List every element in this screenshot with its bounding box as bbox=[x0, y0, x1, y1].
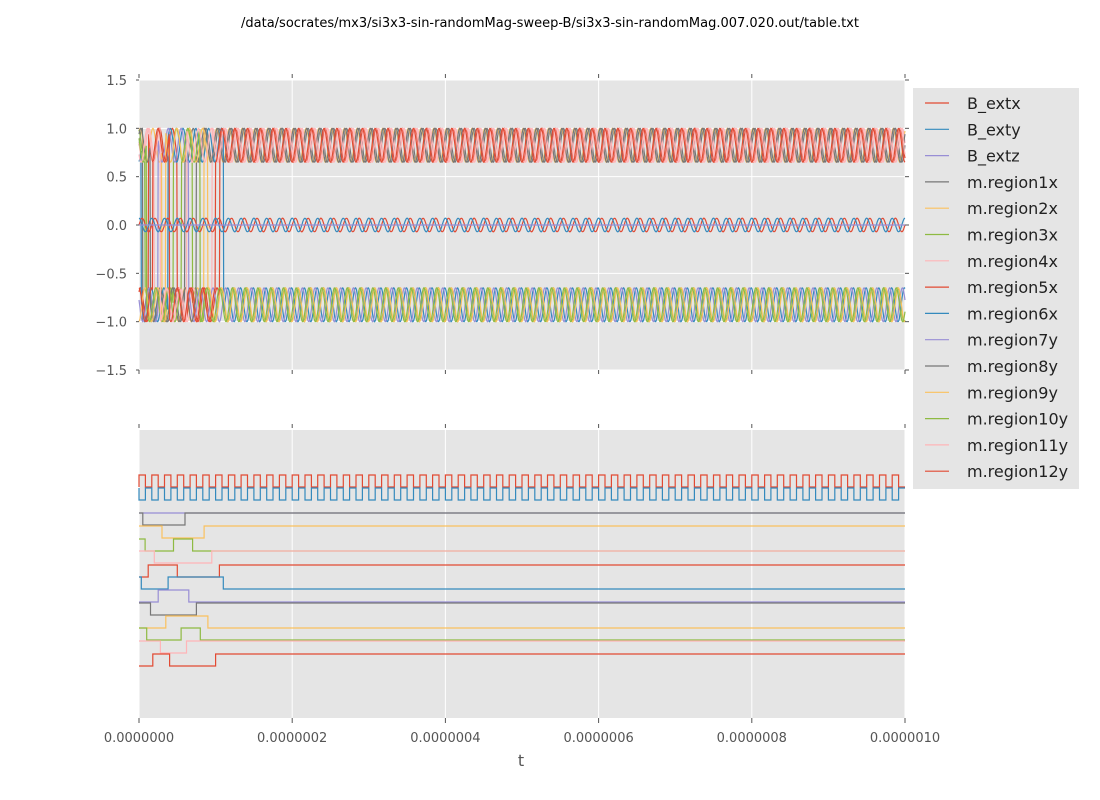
legend-label: m.region11y bbox=[967, 436, 1068, 455]
legend-background bbox=[913, 88, 1079, 489]
y-tick-label: −0.5 bbox=[95, 267, 127, 282]
top-series bbox=[138, 126, 906, 323]
digital-trace-m-region3x bbox=[139, 538, 905, 552]
legend-label: m.region9y bbox=[967, 383, 1058, 402]
legend-label: m.region10y bbox=[967, 410, 1068, 429]
x-tick-label: 0.0000000 bbox=[104, 731, 174, 746]
legend-entry: m.region11y bbox=[925, 436, 1068, 455]
y-tick-label: 0.5 bbox=[106, 171, 127, 186]
series-line-m-region7y bbox=[138, 127, 906, 323]
digital-trace-m-region1x bbox=[139, 512, 905, 526]
digital-trace-m-region5x bbox=[139, 564, 905, 578]
legend-entry: m.region8y bbox=[925, 357, 1058, 376]
legend-entry: m.region4x bbox=[925, 252, 1058, 271]
x-tick-label: 0.0000004 bbox=[410, 731, 480, 746]
legend-entry: m.region10y bbox=[925, 410, 1068, 429]
legend-entry: m.region7y bbox=[925, 331, 1058, 350]
digital-trace-m-region2x bbox=[139, 525, 905, 539]
bottom-x-ticks: 0.0000000 0.0000002 0.0000004 0.0000006 0.00… bbox=[104, 424, 940, 746]
x-tick-label: 0.0000006 bbox=[563, 731, 633, 746]
legend-label: m.region5x bbox=[967, 278, 1058, 297]
legend-entry: B_extz bbox=[925, 147, 1020, 167]
digital-trace-m-region4x bbox=[139, 550, 905, 564]
y-tick-label: 1.5 bbox=[106, 74, 127, 89]
legend-entry: B_extx bbox=[925, 94, 1021, 114]
digital-trace-m-region10y bbox=[139, 627, 905, 641]
legend-label: B_exty bbox=[967, 120, 1021, 140]
legend-entry: m.region6x bbox=[925, 304, 1058, 323]
series-line-m-region6x bbox=[138, 127, 906, 323]
digital-trace-m-region7y bbox=[139, 589, 905, 603]
legend-label: m.region8y bbox=[967, 357, 1058, 376]
legend-label: m.region2x bbox=[967, 199, 1058, 218]
chart-title: /data/socrates/mx3/si3x3-sin-randomMag-s… bbox=[241, 16, 859, 31]
digital-trace-m-region6x bbox=[139, 576, 905, 590]
top-y-ticks: 1.5 1.0 0.5 0.0 −0.5 −1.0 −1.5 bbox=[95, 74, 909, 379]
bottom-axes: 0.0000000 0.0000002 0.0000004 0.0000006 0.00… bbox=[104, 424, 940, 746]
top-axes: 1.5 1.0 0.5 0.0 −0.5 −1.0 −1.5 bbox=[95, 74, 909, 379]
legend-label: B_extx bbox=[967, 94, 1021, 114]
series-line-m-region12y bbox=[138, 127, 906, 323]
legend-label: m.region1x bbox=[967, 173, 1058, 192]
legend-label: m.region12y bbox=[967, 462, 1068, 481]
digital-trace-m-region8y bbox=[139, 602, 905, 616]
legend-label: m.region4x bbox=[967, 252, 1058, 271]
legend-entry: m.region2x bbox=[925, 199, 1058, 218]
x-tick-label: 0.0000008 bbox=[717, 731, 787, 746]
legend-entry: m.region9y bbox=[925, 383, 1058, 402]
series-line-m-region11y bbox=[138, 126, 906, 323]
series-line-m-region9y bbox=[138, 127, 906, 323]
y-tick-label: 1.0 bbox=[106, 122, 127, 137]
digital-trace-m-region12y bbox=[139, 653, 905, 667]
bottom-plot-background bbox=[139, 430, 905, 718]
series-line-B_exty bbox=[138, 217, 906, 233]
legend-label: m.region3x bbox=[967, 226, 1058, 245]
legend-label: B_extz bbox=[967, 147, 1020, 167]
x-tick-label: 0.0000010 bbox=[870, 731, 940, 746]
digital-trace-B_exty bbox=[138, 487, 905, 501]
digital-trace-B_extx bbox=[138, 474, 905, 488]
series-line-m-region8y bbox=[138, 127, 906, 323]
legend-label: m.region7y bbox=[967, 331, 1058, 350]
legend-entry: m.region3x bbox=[925, 226, 1058, 245]
bottom-series bbox=[138, 474, 905, 667]
digital-trace-m-region11y bbox=[139, 640, 905, 654]
y-tick-label: −1.5 bbox=[95, 364, 127, 379]
x-axis-label: t bbox=[518, 751, 524, 770]
legend: B_extx B_exty B_extz m.region1x m.region2x m.… bbox=[913, 88, 1079, 489]
legend-entry: m.region1x bbox=[925, 173, 1058, 192]
y-tick-label: −1.0 bbox=[95, 316, 127, 331]
digital-trace-m-region9y bbox=[139, 615, 905, 629]
legend-entry: B_exty bbox=[925, 120, 1021, 140]
legend-entry: m.region5x bbox=[925, 278, 1058, 297]
legend-entry: m.region12y bbox=[925, 462, 1068, 481]
series-line-m-region10y bbox=[138, 127, 906, 323]
x-tick-label: 0.0000002 bbox=[257, 731, 327, 746]
y-tick-label: 0.0 bbox=[106, 219, 127, 234]
legend-label: m.region6x bbox=[967, 304, 1058, 323]
series-line-m-region4x bbox=[138, 127, 906, 323]
